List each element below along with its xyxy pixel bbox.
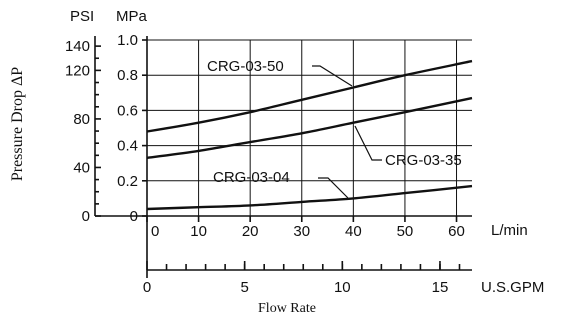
x-axis-title: Flow Rate — [258, 301, 316, 316]
mpa-tick-label: 0 — [130, 208, 138, 225]
lmin-tick-label: 0 — [151, 223, 159, 240]
series-leaders — [312, 65, 382, 199]
leader-crg-03-50 — [312, 65, 353, 87]
lmin-tick-label: 40 — [345, 223, 362, 240]
lmin-tick-label: 10 — [190, 223, 207, 240]
gpm-tick-label: 15 — [432, 279, 449, 296]
lmin-tick-label: 30 — [293, 223, 310, 240]
mpa-unit-label: MPa — [116, 8, 148, 25]
axes — [94, 36, 472, 278]
series-line-crg-03-04 — [146, 184, 473, 211]
psi-tick-label: 80 — [73, 111, 90, 128]
psi-tick-label: 40 — [73, 159, 90, 176]
series-label-crg-03-35: CRG-03-35 — [385, 152, 462, 169]
psi-tick-label: 120 — [65, 62, 90, 79]
series-line-crg-03-35 — [146, 96, 473, 160]
series-label-crg-03-50: CRG-03-50 — [207, 58, 284, 75]
series-curves — [146, 59, 473, 211]
mpa-tick-label: 0.4 — [117, 138, 138, 155]
y-axis-title: Pressure Drop ΔP — [9, 67, 26, 181]
mpa-tick-label: 0.6 — [117, 102, 138, 119]
psi-tick-label: 140 — [65, 38, 90, 55]
mpa-tick-label: 0.2 — [117, 173, 138, 190]
mpa-tick-label: 1.0 — [117, 32, 138, 49]
series-line-crg-03-50 — [146, 59, 473, 133]
psi-unit-label: PSI — [70, 8, 94, 25]
mpa-tick-label: 0.8 — [117, 67, 138, 84]
ticks: 00.20.40.60.81.00 10 20 30 40 50 6004080120140… — [65, 32, 465, 296]
leader-crg-03-35 — [354, 125, 382, 161]
gpm-tick-label: 10 — [334, 279, 351, 296]
gpm-tick-label: 0 — [143, 279, 151, 296]
lmin-unit-label: L/min — [491, 222, 528, 239]
lmin-tick-label: 50 — [397, 223, 414, 240]
psi-tick-label: 0 — [82, 208, 90, 225]
series-label-crg-03-04: CRG-03-04 — [213, 169, 290, 186]
gpm-unit-label: U.S.GPM — [481, 279, 544, 296]
leader-crg-03-04 — [318, 177, 349, 199]
lmin-tick-label: 20 — [242, 223, 259, 240]
gpm-tick-label: 5 — [240, 279, 248, 296]
lmin-tick-label: 60 — [448, 223, 465, 240]
grid — [147, 39, 472, 216]
